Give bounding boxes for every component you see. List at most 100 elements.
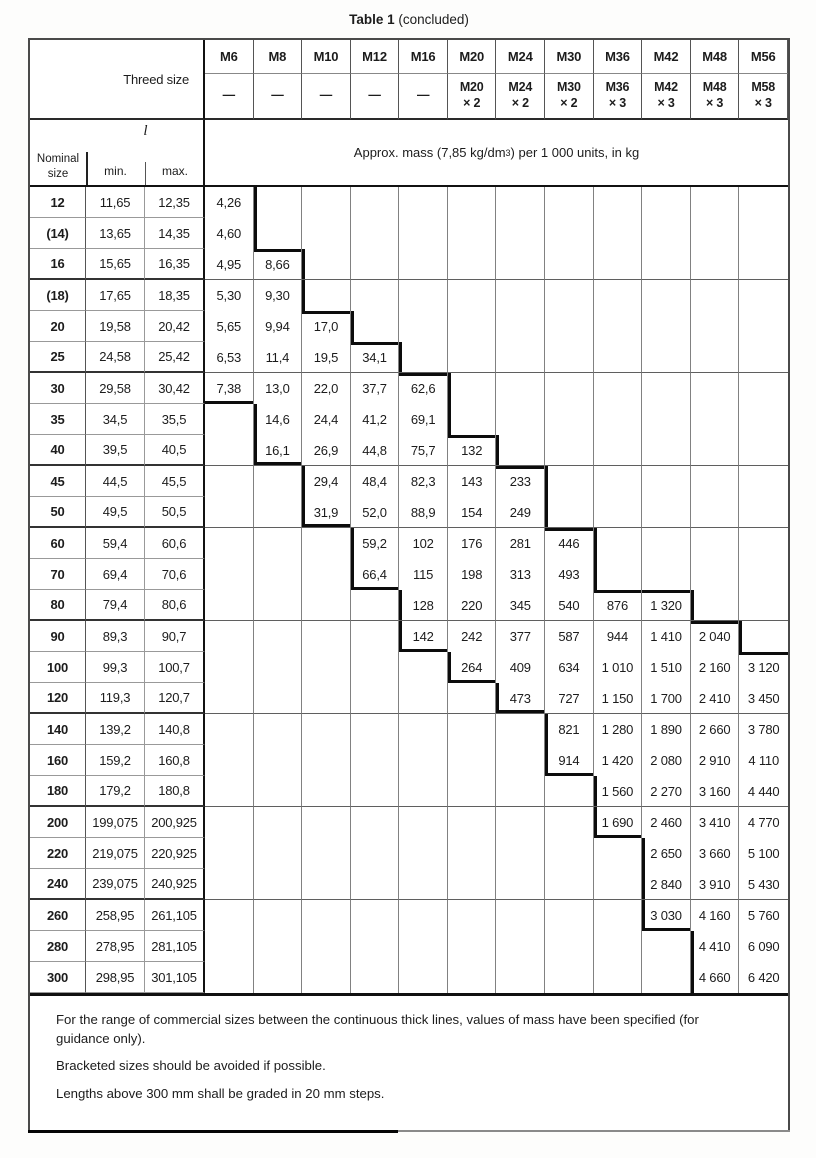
mass-cell: [642, 311, 691, 342]
pitch-header-M48: M48 × 3: [690, 74, 740, 120]
min-cell: 11,65: [86, 187, 145, 218]
mass-cell: [690, 435, 740, 466]
divider: [145, 162, 146, 185]
max-cell: 45,5: [145, 466, 205, 497]
min-cell: 15,65: [86, 249, 145, 280]
divider: [28, 1130, 398, 1133]
mass-cell: [399, 807, 448, 838]
mass-cell: [205, 807, 254, 838]
mass-cell: [205, 683, 254, 714]
col-header-M8: M8: [253, 40, 303, 74]
mass-cell: 29,4: [302, 466, 351, 497]
mass-cell: 2 840: [642, 869, 691, 900]
max-cell: 60,6: [145, 528, 205, 559]
table-status-label: (concluded): [394, 12, 469, 27]
max-cell: 40,5: [145, 435, 205, 466]
nominal-cell: 35: [30, 404, 86, 435]
mass-cell: 3 030: [642, 900, 691, 931]
mass-cell: [399, 652, 448, 683]
mass-cell: [496, 187, 546, 218]
mass-cell: [399, 714, 448, 745]
mass-cell: [350, 249, 400, 280]
mass-cell: [351, 311, 400, 342]
mass-cell: [496, 776, 546, 807]
mass-cell: [205, 497, 254, 528]
mass-cell: [302, 869, 351, 900]
min-cell: 39,5: [86, 435, 145, 466]
mass-cell: 2 660: [691, 714, 740, 745]
min-cell: 119,3: [86, 683, 145, 714]
mass-cell: 1 150: [593, 683, 643, 714]
mass-cell: [253, 497, 303, 528]
max-cell: 160,8: [145, 745, 205, 776]
max-cell: 220,925: [145, 838, 205, 869]
mass-cell: [205, 559, 254, 590]
nominal-cell: 200: [30, 807, 86, 838]
max-cell: 281,105: [145, 931, 205, 962]
col-header-M56: M56: [739, 40, 788, 74]
mass-cell: 2 410: [690, 683, 740, 714]
mass-cell: [399, 900, 448, 931]
col-header-M6: M6: [205, 40, 254, 74]
mass-cell: [642, 280, 691, 311]
mass-cell: [399, 342, 448, 373]
mass-cell: [642, 931, 691, 962]
mass-cell: [545, 187, 594, 218]
mass-cell: [254, 962, 303, 993]
mass-cell: [642, 187, 691, 218]
mass-cell: 4 110: [748, 753, 779, 768]
mass-cell: 1 010: [594, 652, 643, 683]
footnotes: For the range of commercial sizes betwee…: [28, 993, 790, 1133]
mass-cell: 4 410: [691, 931, 740, 962]
mass-cell: [739, 435, 788, 466]
min-cell: 69,4: [86, 559, 145, 590]
mass-cell: 727: [545, 683, 594, 714]
mass-cell: [690, 249, 740, 280]
mass-cell: [545, 931, 594, 962]
mass-cell: 4,60: [205, 218, 254, 249]
pitch-header-M6: —: [205, 74, 254, 120]
col-header-M16: M16: [399, 40, 448, 74]
mass-cell: [545, 342, 594, 373]
length-header-cell: l Nominal size min. max.: [30, 120, 205, 187]
mass-cell: [351, 745, 400, 776]
pitch-header-M8: —: [253, 74, 303, 120]
mass-cell: [642, 559, 691, 590]
mass-cell: [642, 404, 691, 435]
mass-cell: [253, 683, 303, 714]
mass-cell: [448, 714, 497, 745]
col-header-M20: M20: [447, 40, 497, 74]
mass-cell: 313: [496, 559, 546, 590]
min-cell: 99,3: [86, 652, 145, 683]
mass-cell: 52,0: [350, 497, 400, 528]
mass-cell: 24,4: [302, 404, 351, 435]
mass-cell: 587: [545, 621, 594, 652]
mass-cell: [594, 559, 643, 590]
mass-cell: 44,8: [350, 435, 400, 466]
nominal-cell: 30: [30, 373, 86, 404]
thread-size-header-cell: Threed size: [30, 40, 205, 120]
mass-cell: [448, 404, 497, 435]
mass-cell: [739, 559, 788, 590]
mass-cell: [642, 435, 691, 466]
mass-cell: [447, 249, 497, 280]
mass-cell: [399, 311, 448, 342]
mass-cell: [302, 280, 351, 311]
mass-cell: 345: [496, 590, 546, 621]
mass-cell: 944: [594, 621, 643, 652]
max-cell: 18,35: [145, 280, 205, 311]
mass-cell: [254, 838, 303, 869]
nominal-cell: 12: [30, 187, 86, 218]
mass-cell: 4 660: [691, 962, 740, 993]
max-cell: 120,7: [145, 683, 205, 714]
mass-cell: [205, 714, 254, 745]
mass-cell: [205, 776, 254, 807]
mass-cell: 540: [545, 590, 594, 621]
mass-cell: [254, 714, 303, 745]
mass-cell: [205, 590, 254, 621]
mass-cell: [351, 962, 400, 993]
note-length-steps: Lengths above 300 mm shall be graded in …: [56, 1086, 385, 1102]
mass-cell: 22,0: [302, 373, 351, 404]
col-header-M36: M36: [593, 40, 643, 74]
mass-cell: [593, 497, 643, 528]
